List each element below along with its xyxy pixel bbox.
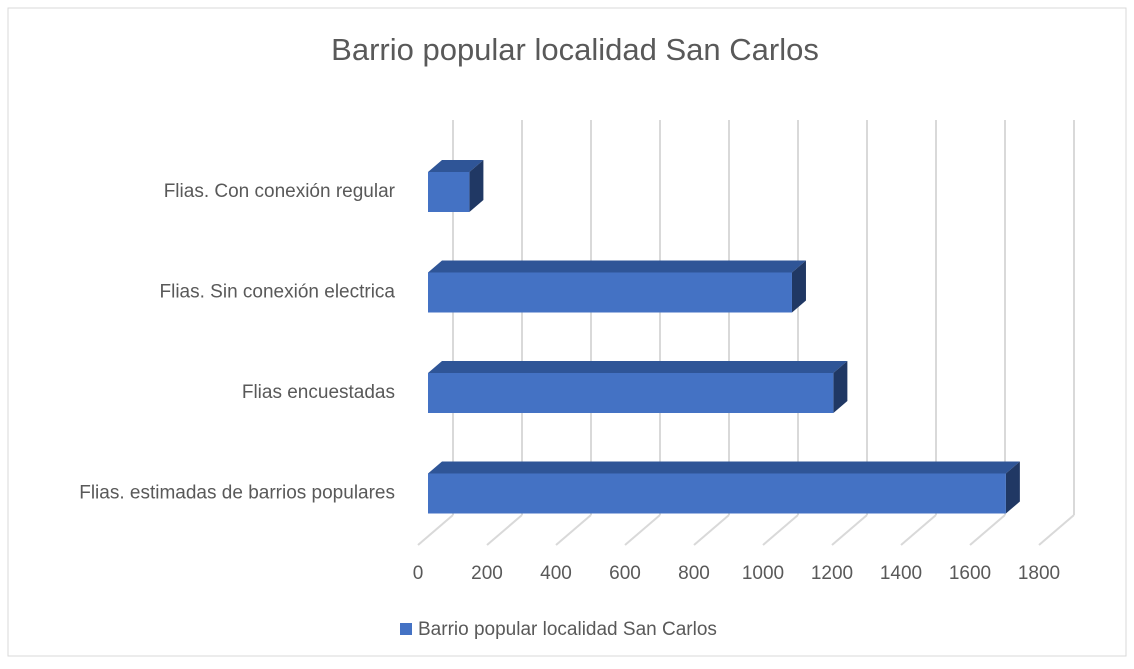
x-tick-label: 600 (609, 563, 641, 584)
floor-line (762, 514, 799, 546)
x-tick-label: 200 (471, 563, 503, 584)
x-tick-label: 800 (678, 563, 710, 584)
floor-line (831, 514, 868, 546)
y-tick-label: Flias. estimadas de barrios populares (79, 483, 395, 504)
bar (428, 373, 834, 413)
bar-top (428, 260, 806, 273)
floor-line (969, 514, 1006, 546)
floor-line (624, 514, 661, 546)
chart-title: Barrio popular localidad San Carlos (331, 32, 819, 67)
floor-line (486, 514, 523, 546)
x-tick-label: 1000 (742, 563, 784, 584)
bar (428, 473, 1006, 514)
floor-line (555, 514, 592, 546)
x-tick-label: 1800 (1018, 563, 1060, 584)
y-tick-label: Flias encuestadas (242, 382, 395, 403)
bar-top (428, 461, 1020, 474)
legend-label: Barrio popular localidad San Carlos (418, 619, 717, 640)
x-tick-label: 400 (540, 563, 572, 584)
x-tick-label: 1600 (949, 563, 991, 584)
x-tick-label: 1400 (880, 563, 922, 584)
bar-side (469, 160, 484, 212)
bar-side (833, 361, 848, 413)
bar-top (428, 160, 484, 172)
bar (428, 272, 792, 313)
chart-border (7, 7, 1127, 657)
bar-side (1005, 461, 1020, 514)
y-tick-label: Flias. Con conexión regular (164, 181, 396, 202)
bar (428, 172, 470, 212)
bar-top (428, 361, 848, 373)
floor-line (417, 514, 454, 546)
floor-line (1038, 514, 1075, 546)
x-tick-label: 0 (413, 563, 424, 584)
floor-line (693, 514, 730, 546)
floor-line (900, 514, 937, 546)
y-tick-label: Flias. Sin conexión electrica (160, 282, 396, 303)
bar-side (791, 260, 806, 313)
x-tick-label: 1200 (811, 563, 853, 584)
legend-swatch (400, 623, 412, 635)
